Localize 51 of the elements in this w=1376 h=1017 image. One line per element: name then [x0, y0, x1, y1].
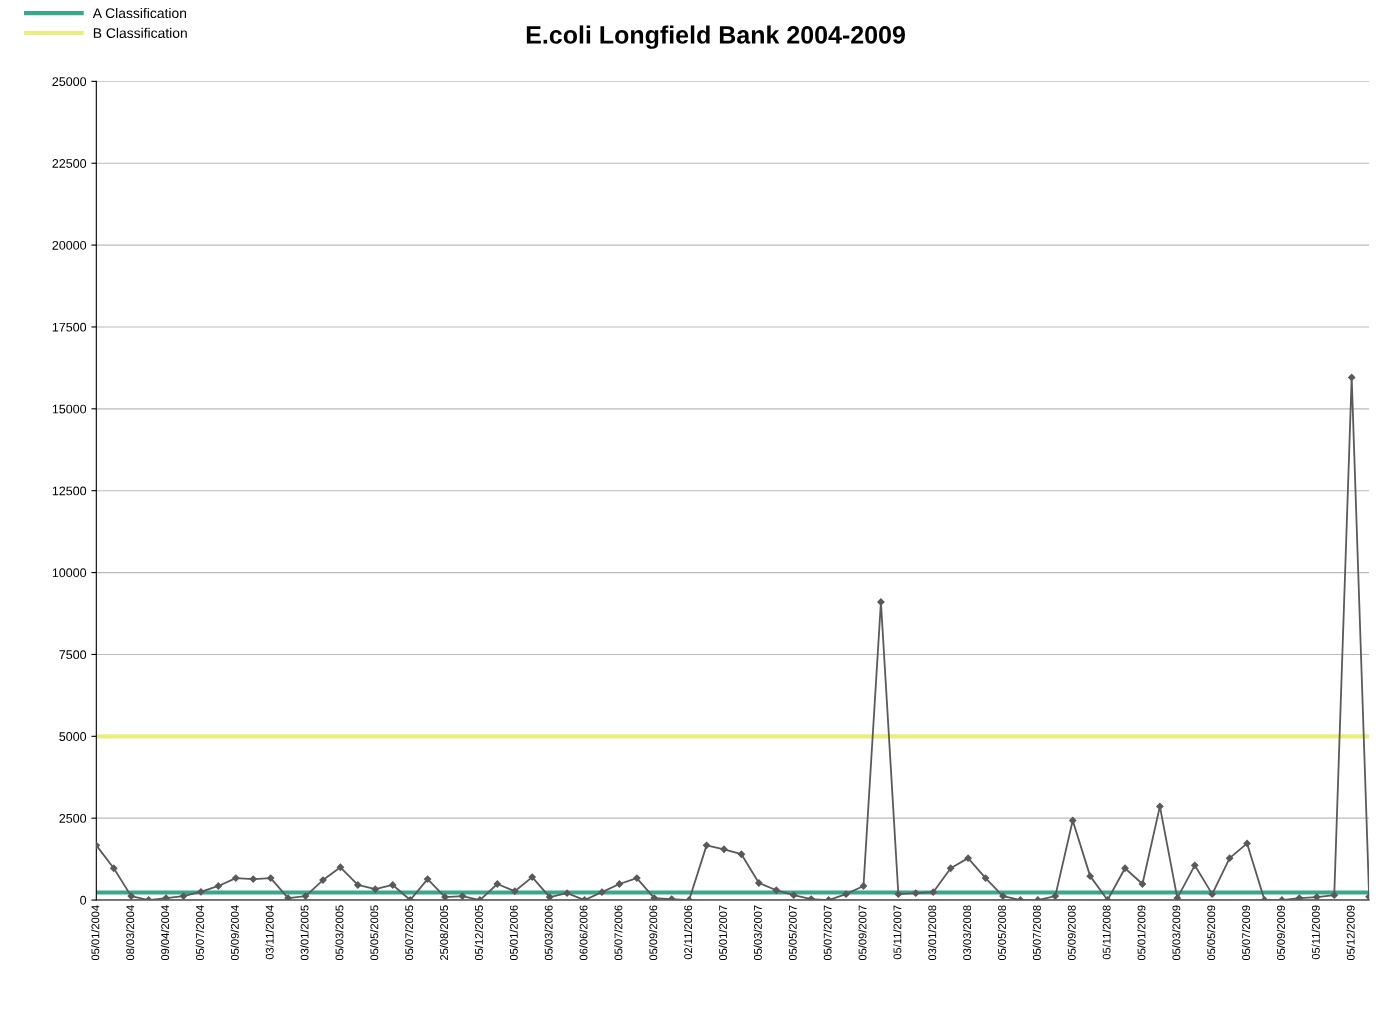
x-tick-label: 25/08/2005 [439, 905, 449, 960]
x-tick-label: 05/07/2007 [823, 905, 832, 961]
x-tick-label: 05/03/2009 [1172, 905, 1181, 961]
x-tick-label: 08/03/2004 [126, 905, 135, 961]
y-tick-label: 15000 [52, 404, 87, 414]
y-tick-label: 0 [80, 895, 87, 905]
y-tick-label: 20000 [52, 240, 87, 250]
x-tick-label: 05/03/2006 [544, 905, 553, 961]
x-tick-label: 05/01/2009 [1137, 905, 1146, 961]
x-tick-label: 05/05/2007 [788, 905, 797, 961]
y-tick-label: 5000 [59, 732, 87, 741]
x-tick-label: 05/07/2005 [404, 905, 414, 961]
x-tick-label: 05/05/2005 [370, 905, 379, 961]
x-tick-label: 05/11/2007 [893, 905, 902, 960]
x-tick-label: 05/09/2008 [1067, 905, 1076, 961]
x-tick-label: 05/07/2009 [1241, 905, 1251, 961]
x-tick-label: 05/11/2009 [1311, 905, 1320, 960]
x-tick-label: 05/09/2009 [1276, 905, 1285, 961]
x-tick-label: 05/05/2009 [1207, 905, 1216, 961]
x-tick-label: 03/11/2004 [265, 905, 274, 960]
y-tick-label: 10000 [52, 568, 87, 578]
x-tick-label: 05/01/2004 [91, 905, 100, 961]
x-tick-label: 06/06/2006 [579, 905, 588, 961]
x-tick-label: 05/01/2006 [509, 905, 518, 961]
x-tick-label: 05/05/2008 [997, 905, 1006, 961]
x-tick-label: 05/03/2005 [335, 905, 344, 961]
y-tick-label: 22500 [52, 159, 87, 168]
x-tick-label: 09/04/2004 [160, 905, 170, 961]
x-tick-label: 05/11/2008 [1102, 905, 1111, 960]
x-tick-label: 05/07/2004 [195, 905, 204, 961]
x-tick-label: 03/03/2008 [962, 905, 972, 961]
y-tick-label: 7500 [59, 650, 87, 660]
x-tick-label: 05/12/2009 [1346, 905, 1355, 961]
x-tick-label: 05/12/2005 [474, 905, 483, 961]
x-tick-label: 05/07/2006 [614, 905, 623, 961]
legend-label: B Classification [93, 27, 187, 38]
x-tick-label: 05/03/2007 [753, 905, 762, 961]
x-tick-label: 05/09/2006 [649, 905, 658, 961]
x-tick-label: 05/01/2007 [718, 905, 727, 961]
y-tick-label: 25000 [52, 77, 87, 87]
y-tick-label: 17500 [52, 322, 87, 332]
x-tick-label: 05/09/2007 [858, 905, 867, 961]
x-tick-label: 05/09/2004 [230, 905, 239, 961]
legend-label: A Classification [92, 7, 187, 19]
x-tick-label: 05/07/2008 [1032, 905, 1041, 961]
y-tick-label: 2500 [59, 813, 87, 823]
x-tick-label: 02/11/2006 [683, 905, 693, 960]
y-tick-label: 12500 [52, 486, 87, 496]
x-tick-label: 03/01/2005 [300, 905, 309, 961]
chart-title: E.coli Longfield Bank 2004-2009 [526, 25, 905, 49]
x-tick-label: 03/01/2008 [928, 905, 937, 961]
